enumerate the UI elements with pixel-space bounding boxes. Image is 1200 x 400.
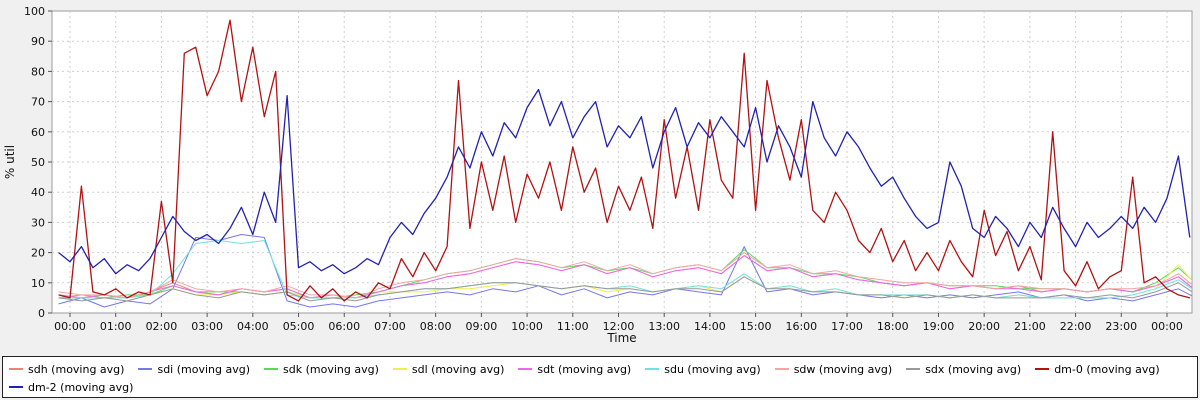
x-tick-label: 19:00: [923, 320, 955, 333]
x-tick-label: 02:00: [146, 320, 178, 333]
legend-swatch: [906, 368, 921, 370]
x-axis-label: Time: [606, 331, 636, 345]
x-tick-label: 12:00: [603, 320, 635, 333]
legend-item-sdl: sdl (moving avg): [392, 360, 505, 378]
x-tick-label: 03:00: [191, 320, 223, 333]
legend-item-sdu: sdu (moving avg): [645, 360, 761, 378]
x-tick-label: 18:00: [877, 320, 909, 333]
legend-label: sdu (moving avg): [664, 362, 761, 376]
legend-label: sdk (moving avg): [283, 362, 379, 376]
series-line-sdu: [58, 240, 1192, 299]
y-tick-label: 70: [31, 96, 45, 109]
legend-swatch: [774, 368, 789, 370]
legend-swatch: [9, 386, 23, 388]
legend-label: dm-2 (moving avg): [28, 380, 134, 394]
legend-swatch: [392, 368, 407, 370]
legend-item-sdt: sdt (moving avg): [518, 360, 631, 378]
legend-label: sdi (moving avg): [157, 362, 251, 376]
legend-swatch: [138, 368, 153, 370]
series-line-sdx: [58, 276, 1192, 302]
y-tick-label: 90: [31, 35, 45, 48]
y-tick-label: 20: [31, 247, 45, 260]
x-tick-label: 23:00: [1105, 320, 1137, 333]
x-tick-label: 05:00: [283, 320, 315, 333]
x-tick-label: 14:00: [694, 320, 726, 333]
x-tick-label: 11:00: [557, 320, 589, 333]
x-tick-label: 22:00: [1060, 320, 1092, 333]
x-tick-label: 17:00: [831, 320, 863, 333]
x-tick-label: 06:00: [328, 320, 360, 333]
x-tick-label: 10:00: [511, 320, 543, 333]
y-tick-label: 100: [24, 5, 45, 18]
legend-swatch: [1035, 368, 1050, 370]
x-tick-label: 00:00: [54, 320, 86, 333]
legend-swatch: [645, 368, 660, 370]
x-tick-label: 07:00: [374, 320, 406, 333]
series-line-sdw: [58, 252, 1192, 299]
legend-label: sdw (moving avg): [793, 362, 893, 376]
x-tick-label: 15:00: [740, 320, 772, 333]
legend-label: dm-0 (moving avg): [1054, 362, 1160, 376]
y-axis-label: % util: [3, 145, 17, 179]
legend-label: sdt (moving avg): [537, 362, 632, 376]
x-tick-label: 13:00: [648, 320, 680, 333]
legend-item-sdi: sdi (moving avg): [138, 360, 250, 378]
x-tick-label: 20:00: [968, 320, 1000, 333]
y-tick-label: 80: [31, 65, 45, 78]
x-tick-label: 04:00: [237, 320, 269, 333]
legend-swatch: [264, 368, 279, 370]
legend-label: sdh (moving avg): [28, 362, 125, 376]
series-line-dm-0: [58, 19, 1190, 302]
y-tick-label: 50: [31, 156, 45, 169]
x-tick-label: 01:00: [100, 320, 132, 333]
legend: sdh (moving avg) sdi (moving avg) sdk (mov…: [2, 356, 1198, 398]
legend-item-dm-2: dm-2 (moving avg): [9, 378, 133, 396]
legend-item-sdk: sdk (moving avg): [264, 360, 379, 378]
x-tick-label: 21:00: [1014, 320, 1046, 333]
y-tick-label: 30: [31, 216, 45, 229]
x-tick-label: 09:00: [466, 320, 498, 333]
legend-item-sdx: sdx (moving avg): [906, 360, 1021, 378]
legend-item-dm-0: dm-0 (moving avg): [1035, 360, 1160, 378]
legend-swatch: [518, 368, 533, 370]
y-tick-label: 10: [31, 277, 45, 290]
legend-item-sdw: sdw (moving avg): [774, 360, 893, 378]
x-tick-label: 00:00: [1151, 320, 1183, 333]
x-tick-label: 16:00: [785, 320, 817, 333]
legend-swatch: [9, 368, 23, 370]
series-line-dm-2: [58, 88, 1191, 275]
y-tick-label: 60: [31, 126, 45, 139]
series-line-sdi: [58, 234, 1192, 308]
legend-label: sdx (moving avg): [925, 362, 1022, 376]
y-tick-label: 40: [31, 186, 45, 199]
x-tick-label: 08:00: [420, 320, 452, 333]
y-tick-label: 0: [38, 307, 45, 320]
legend-item-sdh: sdh (moving avg): [9, 360, 124, 378]
legend-label: sdl (moving avg): [411, 362, 505, 376]
